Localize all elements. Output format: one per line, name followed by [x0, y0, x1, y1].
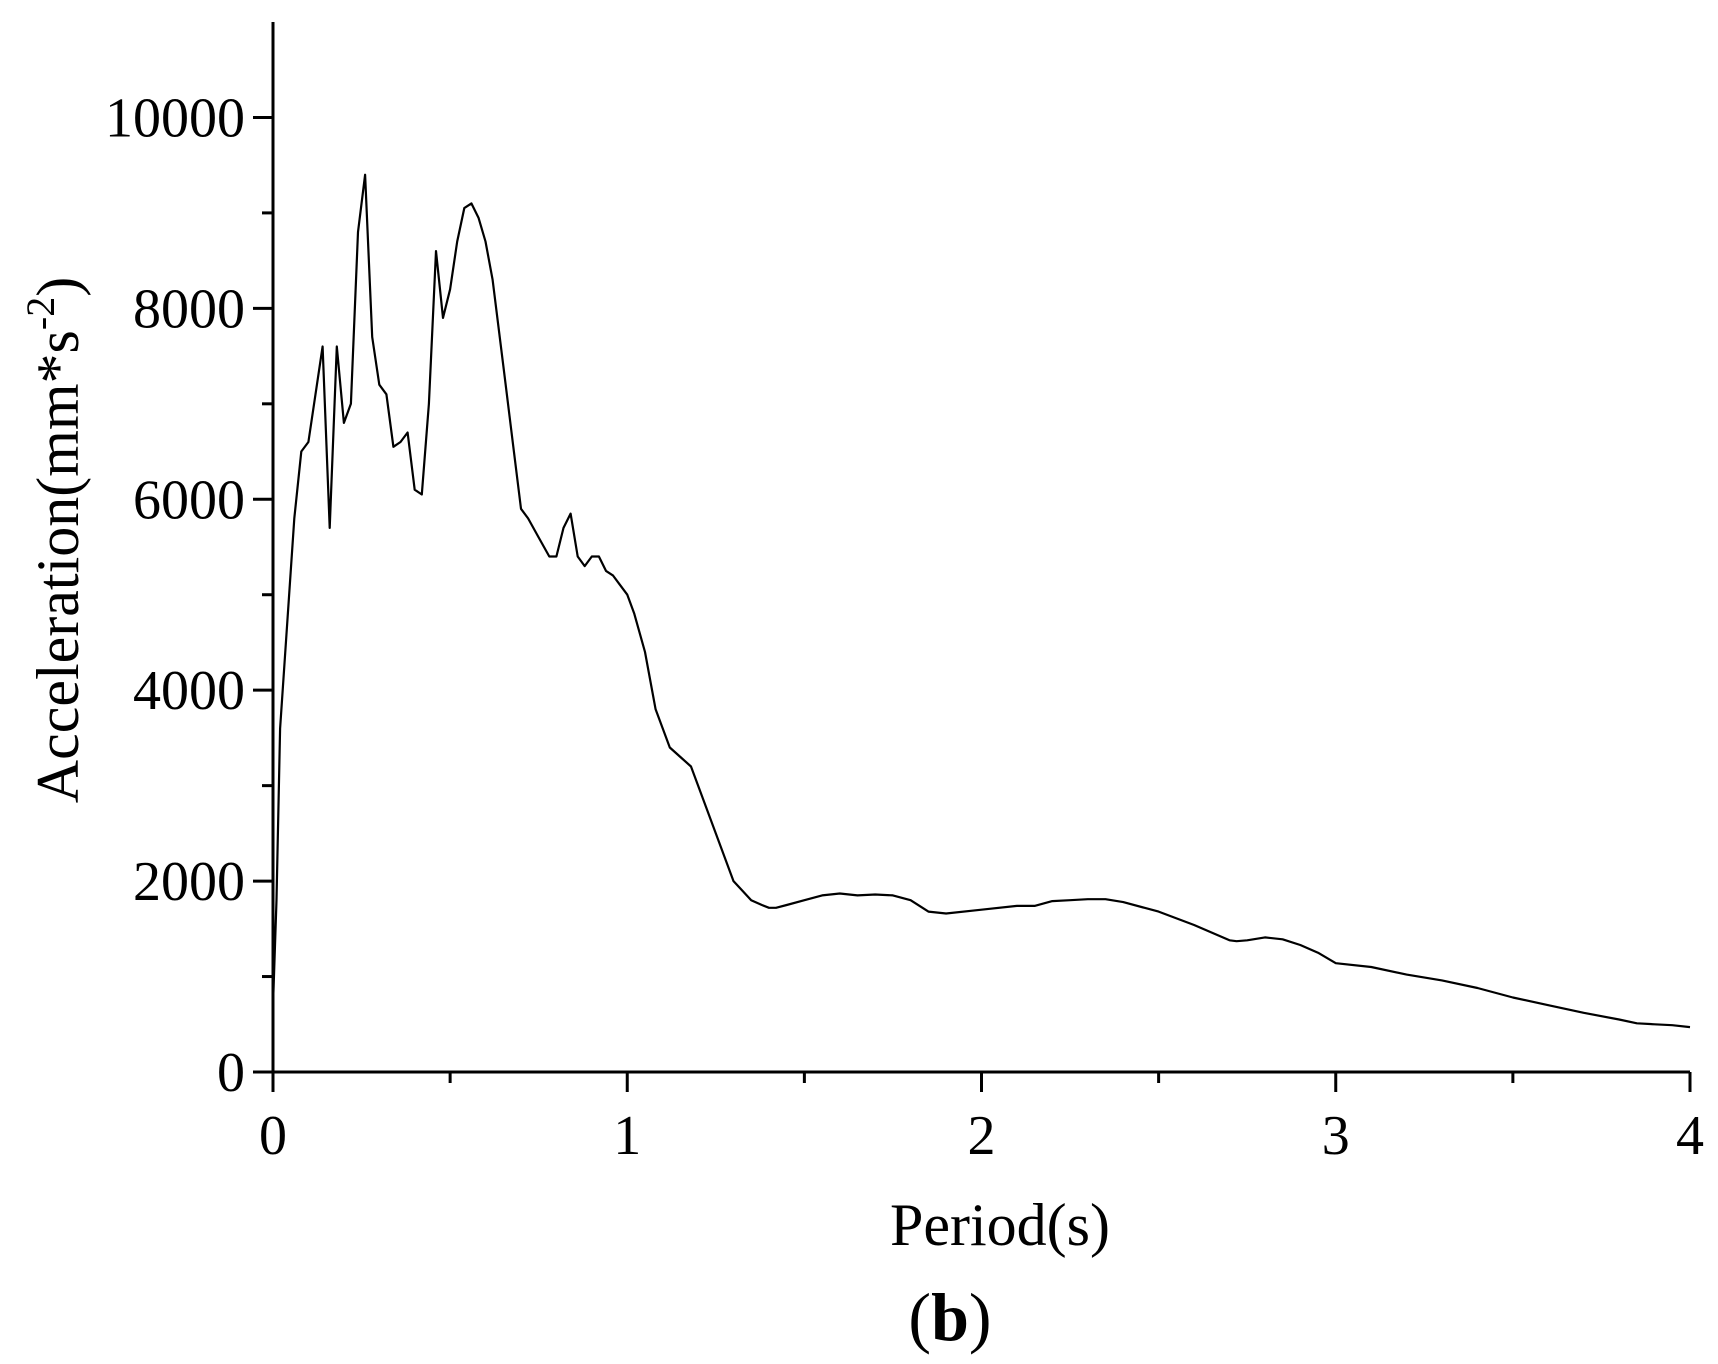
y-tick-label-4: 8000 — [133, 278, 245, 340]
series-line-0 — [271, 173, 1691, 1029]
panel-label-close: ) — [969, 1279, 992, 1355]
axes: 0 1 2 3 4 0 2000 4000 6000 8000 10000 — [105, 22, 1704, 1167]
x-tick-label-4: 4 — [1676, 1105, 1704, 1167]
x-tick-label-0: 0 — [259, 1105, 287, 1167]
y-axis-title-base: Acceleration(mm*s — [25, 330, 91, 803]
y-tick-label-3: 6000 — [133, 469, 245, 531]
x-tick-label-1: 1 — [613, 1105, 641, 1167]
y-tick-label-0: 0 — [217, 1042, 245, 1104]
y-tick-label-1: 2000 — [133, 851, 245, 913]
x-tick-label-3: 3 — [1322, 1105, 1350, 1167]
y-tick-label-5: 10000 — [105, 87, 245, 149]
y-axis-title: Acceleration(mm*s-2) — [18, 277, 91, 803]
panel-label-letter: b — [931, 1279, 969, 1355]
y-axis-title-close: ) — [25, 277, 91, 297]
y-tick-label-2: 4000 — [133, 660, 245, 722]
plot-area — [271, 173, 1691, 1029]
x-tick-label-2: 2 — [968, 1105, 996, 1167]
y-ticks: 0 2000 4000 6000 8000 10000 — [105, 87, 273, 1104]
y-axis-title-superscript: -2 — [18, 297, 63, 330]
panel-label-open: ( — [908, 1279, 931, 1355]
x-ticks: 0 1 2 3 4 — [259, 1072, 1704, 1167]
x-axis-title: Period(s) — [890, 1192, 1110, 1258]
panel-label: (b) — [908, 1279, 991, 1355]
